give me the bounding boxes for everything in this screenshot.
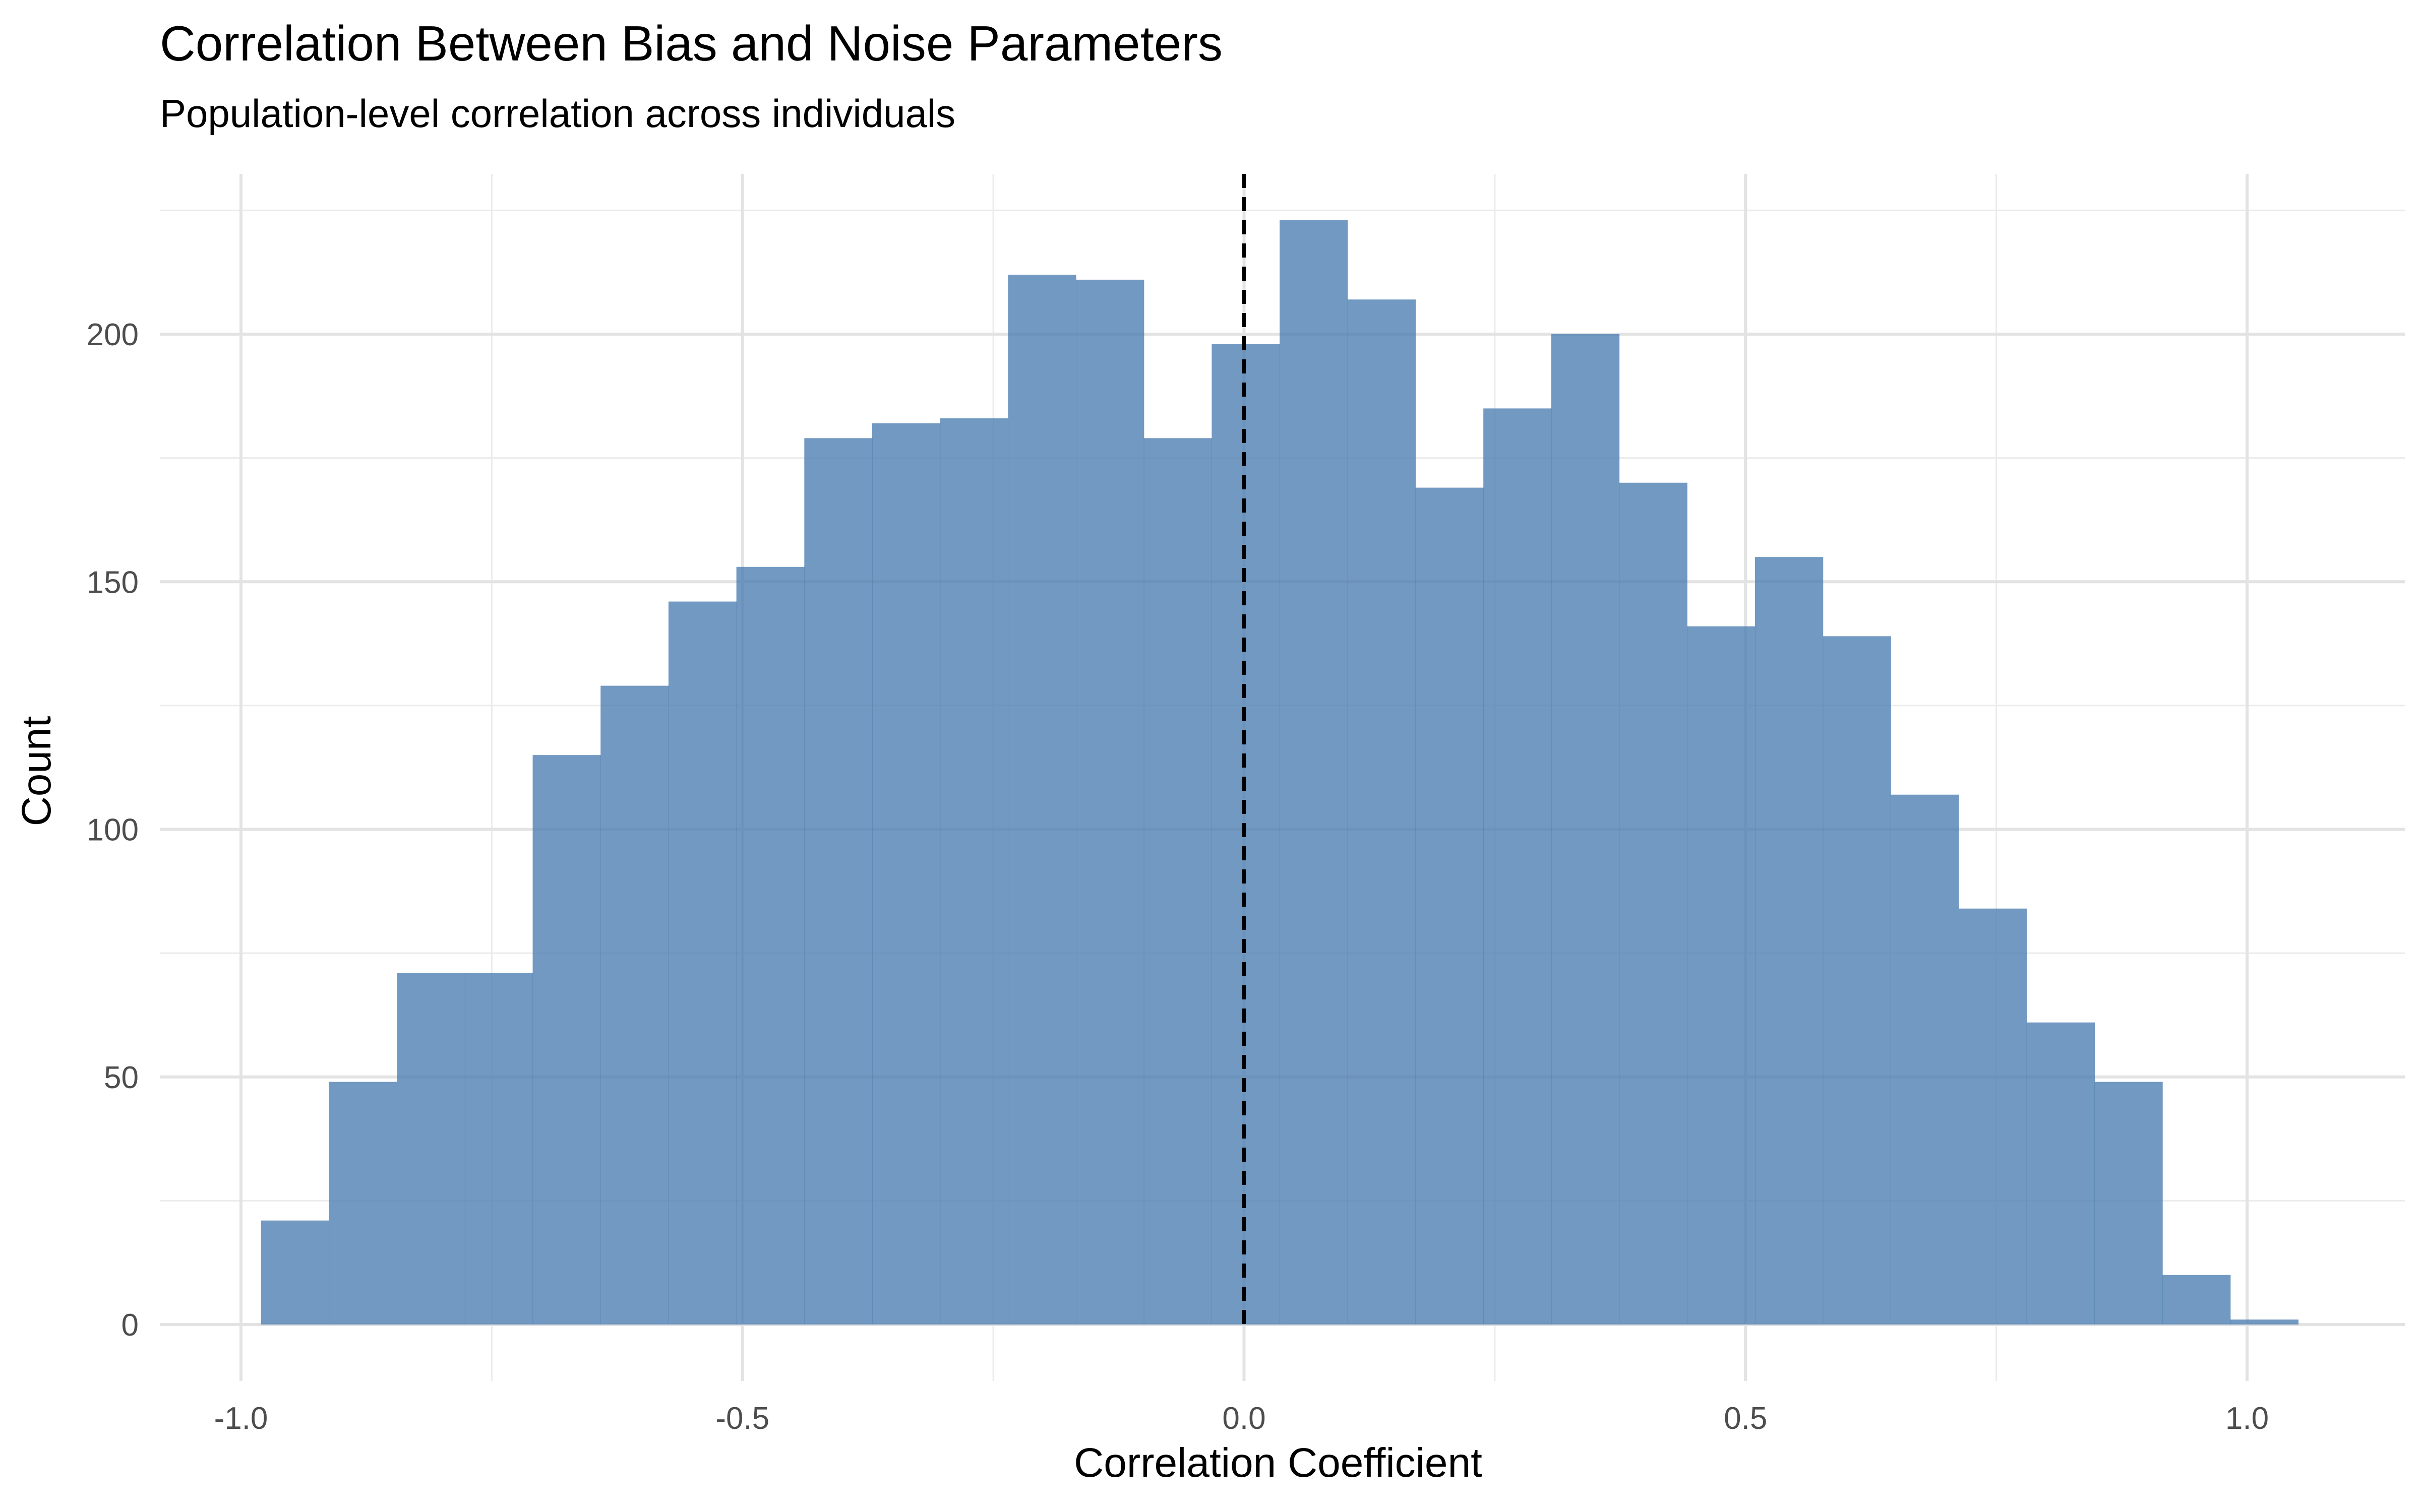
- x-tick-label: 1.0: [2225, 1401, 2269, 1436]
- x-axis-ticks: -1.0 -0.5 0.0 0.5 1.0: [214, 1401, 2269, 1436]
- x-tick-label: 0.0: [1222, 1401, 1265, 1436]
- histogram-bar: [736, 566, 805, 1325]
- histogram-bar: [1959, 908, 2027, 1325]
- y-tick-label: 150: [87, 565, 139, 600]
- histogram-bar: [1619, 482, 1687, 1325]
- histogram-bar: [1347, 299, 1416, 1325]
- chart-subtitle: Population-level correlation across indi…: [160, 91, 956, 136]
- histogram-bar: [1008, 275, 1076, 1325]
- histogram-bar: [1143, 438, 1213, 1325]
- histogram-bar: [2162, 1275, 2231, 1325]
- histogram-bar: [397, 973, 465, 1325]
- x-tick-label: -0.5: [715, 1401, 769, 1436]
- histogram-bar: [2230, 1319, 2299, 1325]
- y-axis-ticks: 0 50 100 150 200: [87, 318, 139, 1343]
- histogram-bar: [1212, 344, 1280, 1325]
- chart-title: Correlation Between Bias and Noise Param…: [160, 16, 1223, 71]
- histogram-bar: [1823, 636, 1891, 1325]
- histogram-bar: [600, 685, 669, 1325]
- histogram-bar: [1551, 334, 1620, 1325]
- y-tick-label: 100: [87, 813, 139, 848]
- histogram-bar: [464, 973, 533, 1325]
- histogram-bar: [1076, 279, 1144, 1325]
- histogram-bar: [261, 1220, 330, 1325]
- histogram-bar: [1687, 626, 1756, 1325]
- histogram-bar: [2026, 1022, 2095, 1325]
- y-tick-label: 0: [122, 1308, 139, 1343]
- histogram-bar: [1754, 557, 1824, 1325]
- histogram-bar: [1280, 220, 1348, 1325]
- histogram-bar: [1891, 794, 1959, 1325]
- histogram-bar: [804, 438, 873, 1325]
- histogram-bar: [532, 755, 601, 1325]
- histogram-bar: [329, 1082, 397, 1325]
- histogram-bar: [872, 423, 941, 1325]
- y-axis-title: Count: [14, 716, 59, 826]
- histogram-bars: [261, 220, 2299, 1325]
- x-tick-label: -1.0: [214, 1401, 268, 1436]
- y-tick-label: 50: [104, 1060, 139, 1095]
- histogram-bar: [1483, 408, 1552, 1325]
- x-tick-label: 0.5: [1724, 1401, 1767, 1436]
- histogram-bar: [668, 601, 737, 1325]
- y-tick-label: 200: [87, 318, 139, 352]
- histogram-bar: [940, 418, 1008, 1325]
- x-axis-title: Correlation Coefficient: [1074, 1440, 1482, 1486]
- histogram-bar: [1415, 487, 1484, 1325]
- histogram-bar: [2094, 1082, 2163, 1325]
